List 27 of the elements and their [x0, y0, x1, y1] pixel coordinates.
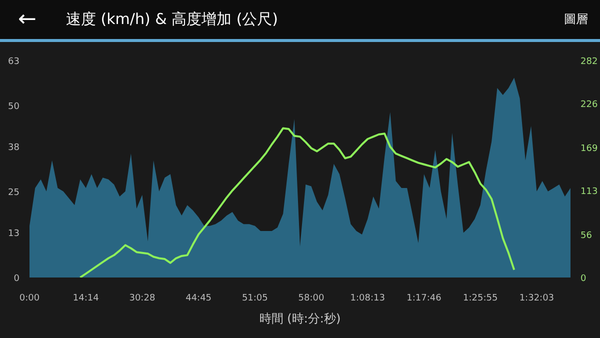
y2-tick-label: 0 — [580, 274, 586, 284]
text: ← — [17, 6, 38, 34]
x-tick-label: 30:28 — [129, 294, 156, 304]
x-tick-label: 51:05 — [242, 294, 268, 304]
x-tick-label: 44:45 — [186, 294, 212, 304]
x-tick-label: 1:32:03 — [519, 294, 554, 304]
y-tick-label: 38 — [8, 143, 20, 154]
y-tick-label: 13 — [8, 229, 20, 240]
line-series — [79, 127, 516, 278]
x-axis-title: 時間 (時:分:秒) — [259, 312, 341, 326]
y2-tick-label: 113 — [580, 187, 598, 198]
y2-tick-label: 226 — [580, 100, 598, 110]
y-tick-label: 63 — [8, 57, 20, 67]
chart-title: 速度 (km/h) & 高度增加 (公尺) — [66, 8, 280, 30]
x-tick-label: 1:08:13 — [350, 294, 385, 304]
x-tick-label: 1:25:55 — [462, 294, 498, 304]
y2-tick-label: 282 — [580, 57, 598, 67]
x-tick-label: 14:14 — [72, 294, 100, 304]
y-tick-label: 50 — [8, 102, 20, 112]
y2-tick-label: 56 — [580, 230, 592, 241]
x-tick-label: 1:17:46 — [406, 294, 442, 304]
text: 圖層 — [564, 10, 589, 28]
x-tick-label: 0:00 — [19, 294, 40, 304]
y2-tick-label: 169 — [580, 144, 598, 154]
y-tick-label: 0 — [14, 274, 20, 284]
x-tick-label: 58:00 — [298, 294, 325, 304]
y-tick-label: 25 — [8, 188, 20, 198]
